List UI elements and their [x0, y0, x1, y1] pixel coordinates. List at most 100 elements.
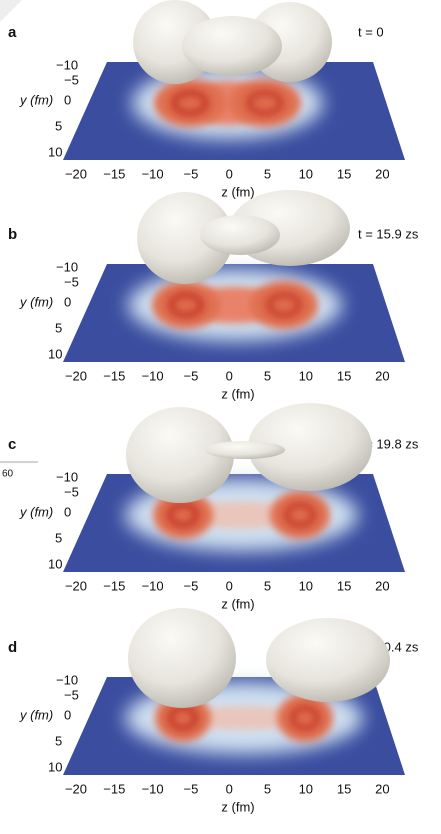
panel-label: c — [8, 436, 16, 453]
side-marker: 60 — [2, 469, 14, 480]
y-tick-label: −10 — [56, 469, 78, 484]
x-tick-label: 0 — [226, 578, 233, 593]
y-tick-label: 5 — [55, 733, 62, 748]
isosurface — [200, 215, 280, 255]
x-tick-label: 0 — [226, 166, 233, 181]
x-tick-label: −10 — [142, 781, 164, 796]
isosurface — [205, 441, 285, 459]
x-axis-label: z (fm) — [221, 596, 254, 611]
x-tick-label: −10 — [142, 368, 164, 383]
x-tick-label: −10 — [142, 578, 164, 593]
heat-core — [266, 292, 302, 318]
y-tick-label: −10 — [56, 57, 78, 72]
x-tick-label: 5 — [264, 781, 271, 796]
y-tick-label: 0 — [64, 92, 71, 107]
x-tick-label: −5 — [183, 166, 198, 181]
y-axis-label: y (fm) — [19, 504, 53, 519]
x-tick-label: 20 — [375, 166, 389, 181]
time-label: t = 0 — [358, 24, 384, 39]
panel-label: b — [8, 226, 17, 243]
x-tick-label: 5 — [264, 578, 271, 593]
heat-neck — [183, 706, 305, 730]
y-tick-label: −5 — [64, 484, 79, 499]
x-tick-label: −20 — [65, 166, 87, 181]
y-axis-label: y (fm) — [19, 92, 53, 107]
heat-core — [289, 705, 321, 731]
x-tick-label: 20 — [375, 781, 389, 796]
y-tick-label: −5 — [64, 274, 79, 289]
x-tick-label: 10 — [299, 368, 313, 383]
time-label: t = 15.9 zs — [358, 226, 419, 241]
y-tick-label: 5 — [55, 530, 62, 545]
y-tick-label: 10 — [48, 346, 62, 361]
heat-core — [167, 705, 199, 731]
heat-lobe — [154, 79, 226, 127]
x-tick-label: −20 — [65, 368, 87, 383]
heat-lobe — [152, 281, 220, 329]
x-tick-label: 10 — [299, 166, 313, 181]
y-axis-label: y (fm) — [19, 707, 53, 722]
x-tick-label: −15 — [103, 166, 125, 181]
y-tick-label: −10 — [56, 259, 78, 274]
heat-neck — [183, 501, 300, 529]
y-tick-label: 10 — [48, 759, 62, 774]
heat-lobe — [277, 694, 333, 742]
y-tick-label: −5 — [64, 72, 79, 87]
y-tick-label: 0 — [64, 294, 71, 309]
x-tick-label: −15 — [103, 781, 125, 796]
heat-core — [167, 502, 199, 528]
x-tick-label: 10 — [299, 578, 313, 593]
y-tick-label: 10 — [48, 144, 62, 159]
x-tick-label: 5 — [264, 368, 271, 383]
x-tick-label: 0 — [226, 368, 233, 383]
y-axis-label: y (fm) — [19, 294, 53, 309]
x-tick-label: 20 — [375, 578, 389, 593]
isosurface — [266, 618, 390, 702]
x-tick-label: −15 — [103, 578, 125, 593]
heat-lobe — [250, 281, 318, 329]
x-tick-label: −5 — [183, 781, 198, 796]
isosurface — [137, 192, 233, 284]
x-tick-label: 10 — [299, 781, 313, 796]
panel-label: d — [8, 639, 17, 656]
x-tick-label: −15 — [103, 368, 125, 383]
x-tick-label: 15 — [337, 781, 351, 796]
heat-lobe — [153, 491, 213, 539]
x-tick-label: −20 — [65, 781, 87, 796]
isosurface — [128, 608, 236, 708]
x-tick-label: −5 — [183, 578, 198, 593]
y-tick-label: 0 — [64, 504, 71, 519]
x-tick-label: 20 — [375, 368, 389, 383]
panel-label: a — [8, 24, 17, 41]
x-tick-label: 15 — [337, 578, 351, 593]
time-label: t = 19.8 zs — [358, 436, 419, 451]
isosurface — [126, 407, 234, 503]
x-tick-label: −10 — [142, 166, 164, 181]
isosurface — [182, 16, 282, 76]
x-tick-label: 15 — [337, 166, 351, 181]
y-tick-label: −5 — [64, 687, 79, 702]
x-axis-label: z (fm) — [221, 184, 254, 199]
x-tick-label: 5 — [264, 166, 271, 181]
x-tick-label: 0 — [226, 781, 233, 796]
y-tick-label: −10 — [56, 672, 78, 687]
x-tick-label: −5 — [183, 368, 198, 383]
heat-core — [284, 502, 316, 528]
x-tick-label: 15 — [337, 368, 351, 383]
heat-core — [168, 292, 204, 318]
x-tick-label: −20 — [65, 578, 87, 593]
x-axis-label: z (fm) — [221, 799, 254, 814]
heat-lobe — [229, 79, 301, 127]
y-tick-label: 0 — [64, 707, 71, 722]
heat-core — [246, 90, 284, 116]
heat-lobe — [270, 491, 330, 539]
corner — [0, 0, 22, 22]
x-axis-label: z (fm) — [221, 386, 254, 401]
y-tick-label: 5 — [55, 118, 62, 133]
heat-core — [171, 90, 209, 116]
